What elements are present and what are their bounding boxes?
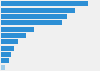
Bar xyxy=(1,33,26,38)
Bar xyxy=(1,65,5,70)
Bar xyxy=(1,27,34,32)
Bar xyxy=(1,8,74,13)
Bar xyxy=(1,1,88,6)
Bar xyxy=(1,39,18,44)
Bar xyxy=(1,20,62,25)
Bar xyxy=(1,46,14,51)
Bar xyxy=(1,14,67,19)
Bar xyxy=(1,52,11,57)
Bar xyxy=(1,58,9,63)
